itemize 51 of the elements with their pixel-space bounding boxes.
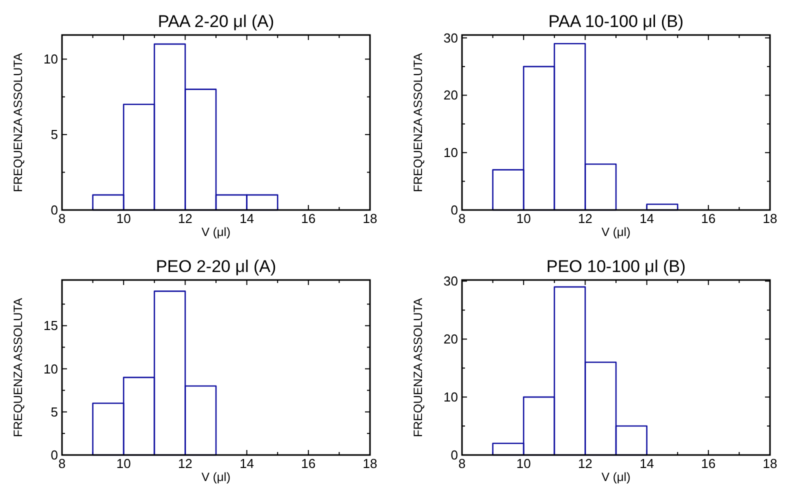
y-tick-label: 0 bbox=[50, 202, 58, 218]
x-tick-label: 18 bbox=[362, 456, 378, 471]
x-tick-label: 10 bbox=[516, 456, 531, 471]
x-tick-label: 8 bbox=[458, 211, 466, 226]
x-tick-label: 16 bbox=[301, 456, 316, 471]
x-tick-label: 18 bbox=[762, 456, 778, 471]
x-axis-title: V (μl) bbox=[602, 225, 630, 239]
y-tick-label: 20 bbox=[444, 332, 458, 347]
chart-title: PEO 2-20 μl (A) bbox=[156, 257, 276, 276]
y-tick-label: 0 bbox=[450, 202, 458, 218]
x-tick-label: 18 bbox=[762, 211, 778, 226]
y-tick-label: 5 bbox=[50, 127, 58, 142]
y-tick-label: 30 bbox=[444, 30, 458, 46]
x-tick-label: 8 bbox=[458, 456, 466, 471]
x-tick-label: 18 bbox=[362, 211, 378, 226]
chart-title: PAA 10-100 μl (B) bbox=[548, 12, 684, 31]
y-tick-label: 30 bbox=[444, 274, 458, 289]
x-tick-label: 14 bbox=[640, 456, 654, 471]
y-axis-title: FREQUENZA ASSOLUTA bbox=[11, 52, 25, 192]
x-tick-label: 16 bbox=[701, 456, 716, 471]
y-tick-label: 10 bbox=[44, 52, 58, 67]
x-axis-title: V (μl) bbox=[602, 470, 630, 484]
y-axis-title: FREQUENZA ASSOLUTA bbox=[11, 298, 25, 438]
y-axis-title: FREQUENZA ASSOLUTA bbox=[411, 298, 425, 438]
x-tick-label: 12 bbox=[578, 211, 592, 226]
x-tick-label: 16 bbox=[701, 211, 716, 226]
x-tick-label: 10 bbox=[116, 456, 131, 471]
y-axis-title: FREQUENZA ASSOLUTA bbox=[411, 52, 425, 192]
x-tick-label: 12 bbox=[178, 211, 192, 226]
y-tick-label: 0 bbox=[50, 448, 58, 462]
x-tick-label: 12 bbox=[578, 456, 592, 471]
x-tick-label: 8 bbox=[58, 456, 66, 471]
x-tick-label: 16 bbox=[301, 211, 316, 226]
x-tick-label: 14 bbox=[640, 211, 654, 226]
y-tick-label: 10 bbox=[44, 361, 58, 376]
x-tick-label: 8 bbox=[58, 211, 66, 226]
x-tick-label: 10 bbox=[116, 211, 131, 226]
y-tick-label: 10 bbox=[444, 145, 458, 160]
x-axis-title: V (μl) bbox=[202, 470, 230, 484]
x-axis-title: V (μl) bbox=[202, 225, 230, 239]
chart-title: PEO 10-100 μl (B) bbox=[546, 257, 686, 276]
y-tick-label: 10 bbox=[444, 390, 458, 405]
y-tick-label: 20 bbox=[444, 88, 458, 103]
y-tick-label: 5 bbox=[50, 404, 58, 420]
y-tick-label: 15 bbox=[44, 318, 58, 334]
y-tick-label: 0 bbox=[450, 448, 458, 462]
chart-title: PAA 2-20 μl (A) bbox=[158, 12, 274, 31]
x-tick-label: 14 bbox=[240, 211, 254, 226]
x-tick-label: 12 bbox=[178, 456, 192, 471]
x-tick-label: 14 bbox=[240, 456, 254, 471]
x-tick-label: 10 bbox=[516, 211, 531, 226]
